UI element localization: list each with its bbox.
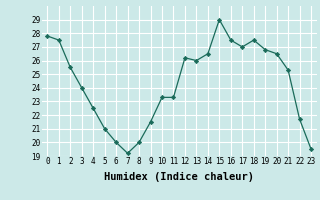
X-axis label: Humidex (Indice chaleur): Humidex (Indice chaleur): [104, 172, 254, 182]
